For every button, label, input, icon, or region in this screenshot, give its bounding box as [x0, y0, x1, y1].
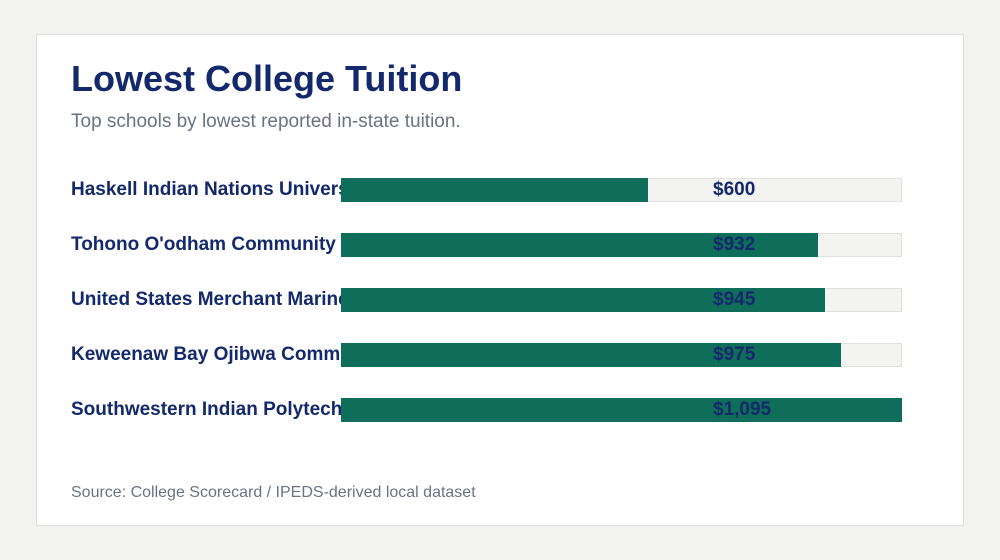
value-label: $945 [713, 289, 756, 310]
chart-card: Lowest College Tuition Top schools by lo… [36, 34, 964, 526]
chart-subtitle: Top schools by lowest reported in-state … [71, 111, 461, 132]
value-label: $1,095 [713, 399, 772, 420]
bar-chart: Haskell Indian Nations University $600 Toh… [37, 35, 963, 525]
category-label: Tohono O'odham Community College [71, 234, 410, 255]
bar [341, 398, 902, 422]
bar [341, 288, 825, 312]
bar [341, 343, 841, 367]
chart-title: Lowest College Tuition [71, 58, 463, 99]
bar [341, 178, 648, 202]
value-label: $932 [713, 234, 756, 255]
bar [341, 233, 818, 257]
value-label: $600 [713, 179, 756, 200]
category-label: Haskell Indian Nations University [71, 179, 371, 200]
source-note: Source: College Scorecard / IPEDS-derive… [71, 484, 476, 501]
value-label: $975 [713, 344, 756, 365]
